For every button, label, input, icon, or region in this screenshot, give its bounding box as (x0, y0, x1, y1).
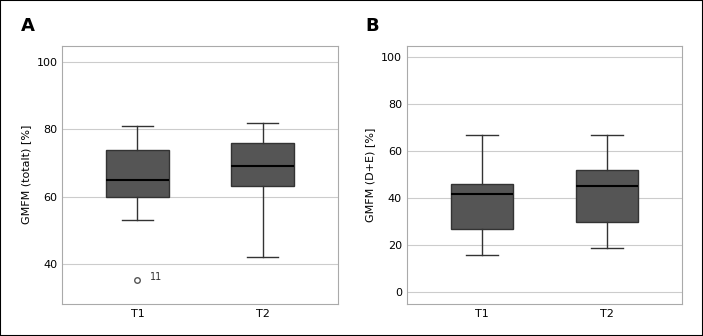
PathPatch shape (576, 170, 638, 222)
PathPatch shape (451, 184, 513, 229)
Text: B: B (366, 17, 379, 35)
PathPatch shape (231, 143, 294, 186)
Y-axis label: GMFM (D+E) [%]: GMFM (D+E) [%] (366, 128, 375, 222)
PathPatch shape (106, 150, 169, 197)
Y-axis label: GMFM (totalt) [%]: GMFM (totalt) [%] (21, 125, 31, 224)
Text: A: A (21, 17, 35, 35)
Text: 11: 11 (150, 272, 162, 283)
